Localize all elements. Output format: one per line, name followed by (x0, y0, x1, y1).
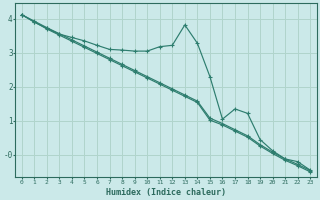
X-axis label: Humidex (Indice chaleur): Humidex (Indice chaleur) (106, 188, 226, 197)
